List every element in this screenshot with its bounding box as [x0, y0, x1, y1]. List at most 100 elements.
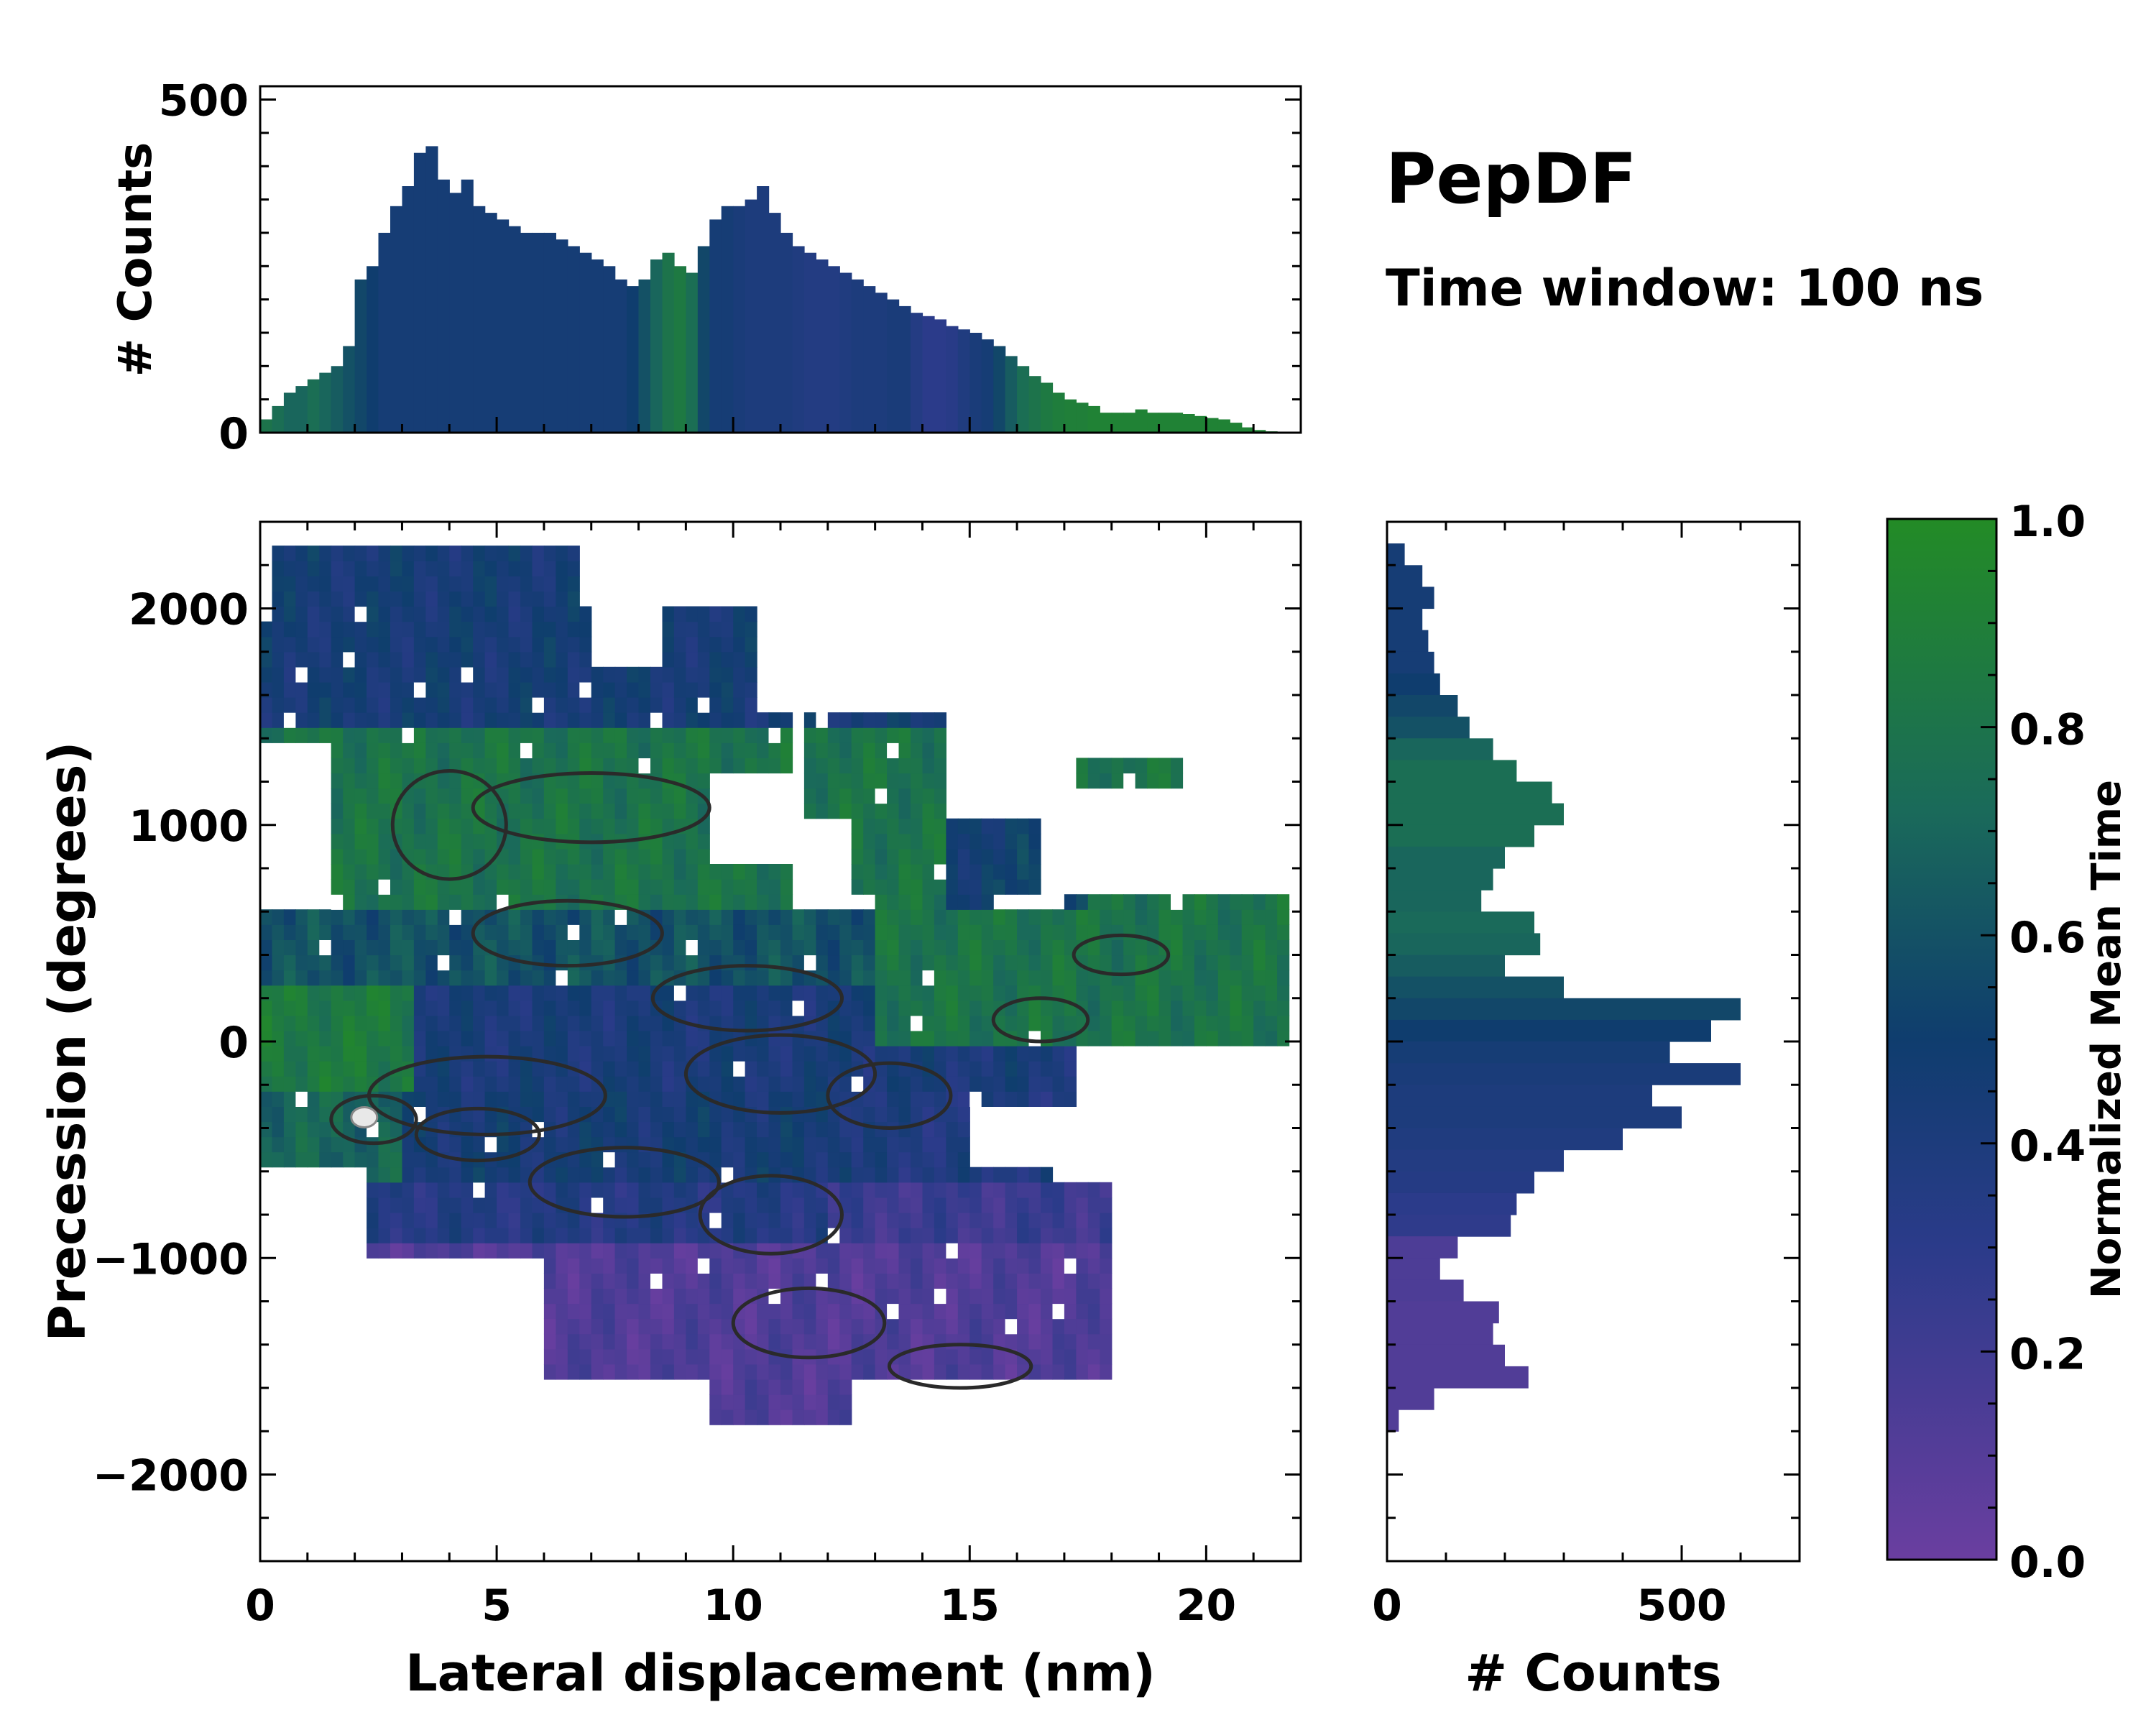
top-marginal-histogram: [260, 146, 1278, 433]
heatmap-cell: [413, 1015, 426, 1031]
heatmap-cell: [733, 1046, 746, 1062]
heatmap-cell: [898, 1076, 911, 1092]
heatmap-cell: [627, 1121, 640, 1138]
heatmap-cell: [721, 1213, 734, 1228]
heatmap-cell: [816, 924, 829, 940]
heatmap-cell: [922, 1363, 935, 1380]
heatmap-cell: [307, 666, 320, 683]
heatmap-cell: [614, 864, 627, 880]
heatmap-cell: [673, 788, 686, 804]
heatmap-cell: [697, 742, 710, 758]
heatmap-cell: [1206, 894, 1219, 910]
right-hist-bar: [1387, 933, 1541, 956]
heatmap-cell: [520, 1091, 533, 1107]
heatmap-cell: [650, 1151, 663, 1168]
heatmap-cell: [1028, 1076, 1041, 1092]
heatmap-cell: [757, 1076, 770, 1092]
heatmap-cell: [673, 1243, 686, 1259]
heatmap-cell: [556, 1318, 568, 1335]
heatmap-cell: [1135, 1000, 1148, 1016]
heatmap-cell: [993, 1213, 1006, 1228]
heatmap-cell: [473, 546, 486, 561]
density-contour: [991, 996, 1090, 1044]
heatmap-cell: [413, 1167, 426, 1183]
heatmap-cell: [1017, 1303, 1030, 1320]
heatmap-cell: [934, 818, 946, 834]
heatmap-cell: [745, 1394, 757, 1410]
heatmap-cell: [662, 1228, 675, 1243]
heatmap-cell: [1100, 773, 1112, 789]
heatmap-cell: [413, 666, 426, 683]
heatmap-cell: [911, 803, 923, 819]
heatmap-cell: [733, 1348, 746, 1365]
y-tick-label: 0: [218, 1018, 249, 1068]
heatmap-cell: [508, 561, 521, 576]
heatmap-cell: [461, 1030, 474, 1046]
heatmap-cell: [591, 666, 604, 683]
heatmap-cell: [402, 818, 415, 834]
heatmap-cell: [709, 666, 722, 683]
heatmap-cell: [1028, 864, 1041, 880]
top-hist-bar: [425, 146, 438, 433]
heatmap-cell: [768, 1076, 781, 1092]
right-hist-bar: [1387, 824, 1534, 847]
heatmap-cell: [1052, 970, 1065, 986]
heatmap-cell: [295, 1000, 308, 1016]
heatmap-cell: [911, 970, 923, 986]
heatmap-cell: [354, 985, 367, 1001]
heatmap-cell: [851, 1106, 864, 1123]
top-hist-bar: [898, 305, 911, 433]
heatmap-cell: [354, 818, 367, 834]
heatmap-cell: [887, 1228, 900, 1243]
heatmap-cell: [402, 1000, 415, 1016]
heatmap-cell: [319, 1030, 332, 1046]
heatmap-cell: [567, 561, 580, 576]
heatmap-cell: [567, 576, 580, 592]
heatmap-cell: [603, 864, 616, 880]
x-tick-label: 5: [482, 1581, 512, 1631]
heatmap-cell: [543, 924, 556, 940]
heatmap-cell: [508, 712, 521, 728]
heatmap-cell: [473, 666, 486, 683]
heatmap-cell: [307, 1091, 320, 1107]
heatmap-cell: [803, 1303, 816, 1320]
heatmap-cell: [543, 848, 556, 865]
heatmap-cell: [425, 909, 438, 925]
heatmap-cell: [686, 803, 699, 819]
heatmap-cell: [484, 1015, 497, 1031]
heatmap-cell: [638, 1015, 651, 1031]
heatmap-cell: [969, 894, 982, 910]
heatmap-cell: [1171, 939, 1184, 956]
heatmap-cell: [567, 924, 580, 940]
heatmap-cell: [354, 1030, 367, 1046]
density-contour: [683, 1033, 877, 1115]
heatmap-cell: [1017, 909, 1030, 925]
heatmap-cell: [1052, 1213, 1065, 1228]
heatmap-cell: [331, 954, 344, 971]
heatmap-cell: [425, 727, 438, 743]
heatmap-cell: [413, 606, 426, 622]
heatmap-cell: [650, 666, 663, 683]
heatmap-cell: [283, 666, 296, 683]
heatmap-cell: [745, 939, 757, 956]
density-contour: [471, 771, 711, 845]
heatmap-cell: [402, 636, 415, 653]
heatmap-cell: [556, 1228, 568, 1243]
heatmap-cell: [413, 954, 426, 971]
heatmap-cell: [650, 1228, 663, 1243]
heatmap-cell: [733, 1151, 746, 1168]
heatmap-cell: [1017, 1333, 1030, 1350]
heatmap-cell: [827, 803, 840, 819]
heatmap-cell: [295, 924, 308, 940]
heatmap-cell: [721, 1273, 734, 1289]
heatmap-cell: [497, 1000, 510, 1016]
heatmap-cell: [1194, 954, 1207, 971]
heatmap-cell: [851, 1243, 864, 1259]
heatmap-cell: [567, 742, 580, 758]
heatmap-cell: [484, 879, 497, 895]
heatmap-cell: [780, 1121, 793, 1138]
heatmap-cell: [343, 924, 356, 940]
heatmap-cell: [520, 546, 533, 561]
heatmap-cell: [449, 561, 462, 576]
heatmap-cell: [887, 758, 900, 774]
